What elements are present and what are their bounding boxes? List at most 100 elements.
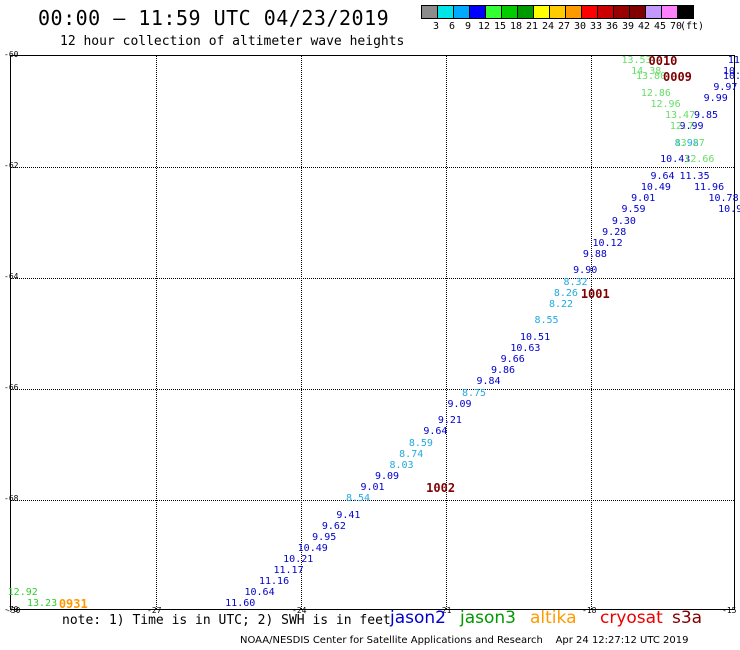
color-scale-cell [613, 5, 630, 19]
color-scale-label: 42 [637, 21, 651, 32]
latitude-tick-label: -64 [4, 272, 19, 281]
pass-time-label: 1002 [426, 480, 456, 495]
wave-height-value: 10.98 [723, 71, 740, 83]
color-scale-label: 39 [621, 21, 635, 32]
color-scale-label: 30 [573, 21, 587, 32]
satellite-legend-jason2: jason2 [390, 608, 446, 628]
wave-height-value: 9.86 [491, 365, 516, 377]
color-scale-cell [469, 5, 486, 19]
wave-height-value: 9.64 [650, 171, 675, 183]
map-subtitle: 12 hour collection of altimeter wave hei… [60, 34, 405, 49]
longitude-tick-label: -24 [292, 606, 307, 615]
wave-height-value: 9.21 [437, 415, 462, 427]
color-scale-cell [677, 5, 694, 19]
wave-height-value: 9.84 [476, 376, 501, 388]
wave-height-value: 11.96 [694, 182, 725, 194]
color-scale-cell [661, 5, 678, 19]
longitude-tick-label: -18 [582, 606, 597, 615]
wave-height-value: 9.64 [423, 426, 448, 438]
wave-height-value: 10.64 [244, 587, 275, 599]
wave-height-value: 10.12 [592, 237, 623, 249]
longitude-gridline [591, 56, 592, 609]
latitude-gridline [11, 389, 734, 390]
wave-height-value: 13.47 [665, 110, 696, 122]
wave-height-value: 9.85 [694, 110, 719, 122]
longitude-gridline [301, 56, 302, 609]
color-scale-label: 21 [525, 21, 539, 32]
latitude-tick-label: -60 [4, 50, 19, 59]
color-scale-cell [645, 5, 662, 19]
wave-height-value: 12.92 [7, 587, 38, 599]
wave-height-value: 8.26 [553, 287, 578, 299]
wave-height-value: 8.54 [346, 493, 371, 504]
wave-height-value: 9.90 [573, 265, 598, 277]
wave-height-value: 10.51 [520, 332, 551, 344]
latitude-gridline [11, 278, 734, 279]
latitude-tick-label: -70 [4, 605, 19, 614]
latitude-tick-label: -62 [4, 161, 19, 170]
wave-height-value: 10.9 [718, 204, 740, 216]
color-scale-label: 12 [477, 21, 491, 32]
wave-height-value: 8.74 [399, 448, 424, 460]
color-scale-cell [453, 5, 470, 19]
longitude-tick-label: -30 [6, 606, 21, 615]
wave-height-value: 11.17 [273, 565, 304, 577]
color-scale-label: 27 [557, 21, 571, 32]
color-scale-label: 6 [448, 21, 456, 32]
color-scale-cell [581, 5, 598, 19]
wave-height-value: 8.98 [674, 137, 699, 149]
longitude-gridline [156, 56, 157, 609]
wave-height-value: 13.23 [27, 598, 58, 610]
wave-height-value: 10.78 [708, 193, 739, 205]
longitude-tick-label: -21 [437, 606, 452, 615]
longitude-tick-label: -27 [147, 606, 162, 615]
color-scale-label: 3 [432, 21, 440, 32]
wave-height-value: 9.30 [611, 215, 636, 227]
wave-height-value: 9.09 [447, 398, 472, 410]
wave-height-value: 9.59 [621, 204, 646, 216]
color-scale-label: 9 [464, 21, 472, 32]
color-scale-label: 24 [541, 21, 555, 32]
pass-time-label: 0009 [663, 70, 692, 85]
wave-height-value: 9.97 [713, 82, 738, 94]
color-scale-cell [549, 5, 566, 19]
map-plot-area [10, 55, 735, 610]
pass-time-label: 0010 [648, 53, 678, 68]
wave-height-value: 9.66 [500, 354, 525, 366]
wave-height-value: 8.55 [534, 315, 559, 327]
wave-height-value: 10.43 [660, 154, 691, 166]
color-scale-cell [629, 5, 646, 19]
satellite-legend-jason3: jason3 [460, 608, 516, 628]
color-scale-cell [485, 5, 502, 19]
pass-time-label: 1001 [580, 286, 610, 301]
wave-height-value: 11.16 [259, 576, 290, 588]
wave-height-value: 12.96 [650, 98, 681, 110]
wave-height-value: 10.49 [640, 182, 671, 194]
wave-height-value: 10.63 [510, 343, 541, 355]
wave-height-value: 8.32 [563, 276, 588, 288]
wave-height-value: 10.49 [297, 542, 328, 554]
color-scale-cell [437, 5, 454, 19]
wave-height-value: 11.60 [225, 598, 256, 610]
color-scale-label: 45 [653, 21, 667, 32]
satellite-legend-s3a: s3a [672, 608, 703, 628]
color-scale-cell [597, 5, 614, 19]
color-scale-label: 15 [493, 21, 507, 32]
wave-height-value: 12.66 [684, 154, 715, 166]
longitude-gridline [446, 56, 447, 609]
wave-height-value: 11 [727, 54, 740, 66]
latitude-tick-label: -68 [4, 494, 19, 503]
wave-height-value: 9.01 [631, 193, 656, 205]
latitude-gridline [11, 167, 734, 168]
footer-credit: NOAA/NESDIS Center for Satellite Applica… [240, 635, 689, 646]
wave-height-value: 9.99 [703, 93, 728, 105]
wave-height-value: 13.27 [674, 137, 705, 149]
wave-height-value: 8.59 [408, 437, 433, 449]
color-scale-cell [517, 5, 534, 19]
wave-height-value: 9.62 [321, 520, 346, 532]
wave-height-value: 9.28 [602, 226, 627, 238]
color-scale-cell [533, 5, 550, 19]
wave-height-value: 10.21 [283, 554, 314, 566]
wave-height-value: 8.75 [462, 387, 487, 399]
wave-height-value: 9.01 [360, 481, 385, 493]
